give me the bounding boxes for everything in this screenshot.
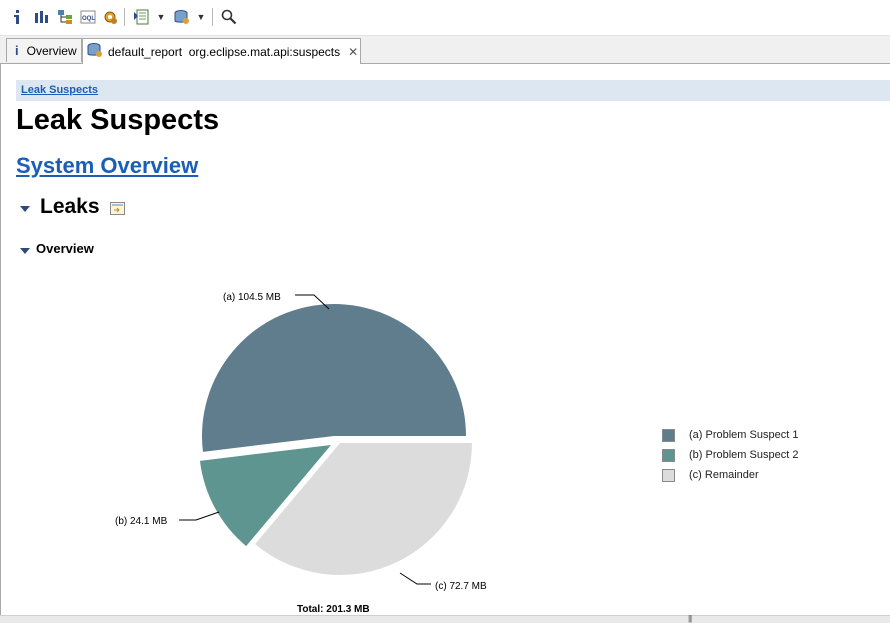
pie-slice-b <box>199 445 331 547</box>
page-title: Leak Suspects <box>16 104 220 136</box>
pie-chart: (a) 104.5 MB (b) 24.1 MB (c) 72.7 MB <box>115 292 487 592</box>
legend-swatch <box>662 448 675 462</box>
tab-default-report[interactable]: default_report org.eclipse.mat.api:suspe… <box>82 38 361 64</box>
report-content: Leak Suspects Leak Suspects System Overv… <box>0 64 890 622</box>
legend-label: (c) Remainder <box>689 469 759 481</box>
slice-leader-line <box>399 572 431 585</box>
legend-item: (a) Problem Suspect 1 <box>662 427 798 443</box>
editor-tab-bar: i Overview default_report org.eclipse.ma… <box>0 36 890 64</box>
svg-text:OQL: OQL <box>82 16 95 22</box>
run-report-dropdown-icon[interactable]: ▼ <box>156 12 166 22</box>
chart-total: Total: 201.3 MB <box>297 604 370 615</box>
heap-dump-overview-icon[interactable] <box>100 7 120 27</box>
scrollbar-grip-icon[interactable]: ||| <box>688 614 692 623</box>
info-icon: i <box>15 43 19 58</box>
oql-icon[interactable]: OQL <box>78 7 98 27</box>
slice-value-label: (a) 104.5 MB <box>223 292 281 303</box>
breadcrumb-link[interactable]: Leak Suspects <box>21 84 99 96</box>
legend-item: (b) Problem Suspect 2 <box>662 447 798 463</box>
system-overview-link[interactable]: System Overview <box>16 153 199 178</box>
leaks-heading: Leaks <box>40 195 100 218</box>
run-report-icon[interactable] <box>132 7 152 27</box>
histogram-icon[interactable] <box>31 7 51 27</box>
tab-overview[interactable]: i Overview <box>6 38 82 62</box>
find-object-icon[interactable] <box>219 7 239 27</box>
close-icon[interactable]: ✕ <box>348 44 359 59</box>
slice-leader-line <box>295 294 330 310</box>
horizontal-scrollbar[interactable]: ||| <box>0 614 890 623</box>
dominator-tree-icon[interactable] <box>55 7 75 27</box>
tab-label: Overview <box>26 43 77 58</box>
query-browser-dropdown-icon[interactable]: ▼ <box>196 12 206 22</box>
breadcrumb: Leak Suspects <box>16 80 890 101</box>
collapse-overview-icon[interactable] <box>20 248 30 254</box>
legend-swatch <box>662 428 675 442</box>
info-icon[interactable] <box>7 7 27 27</box>
legend-label: (b) Problem Suspect 2 <box>689 449 799 461</box>
slice-value-label: (b) 24.1 MB <box>115 516 168 527</box>
slice-leader-line <box>179 511 220 521</box>
tab-label: default_report org.eclipse.mat.api:suspe… <box>108 44 341 59</box>
details-icon[interactable] <box>110 202 125 220</box>
overview-heading: Overview <box>36 241 94 256</box>
query-browser-icon[interactable] <box>172 7 192 27</box>
heap-report-icon <box>87 42 103 61</box>
legend-swatch <box>662 468 675 482</box>
slice-value-label: (c) 72.7 MB <box>435 581 487 592</box>
legend-label: (a) Problem Suspect 1 <box>689 429 799 441</box>
main-toolbar: OQL ▼ ▼ <box>0 0 890 36</box>
legend-item: (c) Remainder <box>662 467 759 483</box>
pie-slice-c <box>255 443 472 576</box>
collapse-leaks-icon[interactable] <box>20 206 30 212</box>
pie-slice-a <box>202 304 466 452</box>
